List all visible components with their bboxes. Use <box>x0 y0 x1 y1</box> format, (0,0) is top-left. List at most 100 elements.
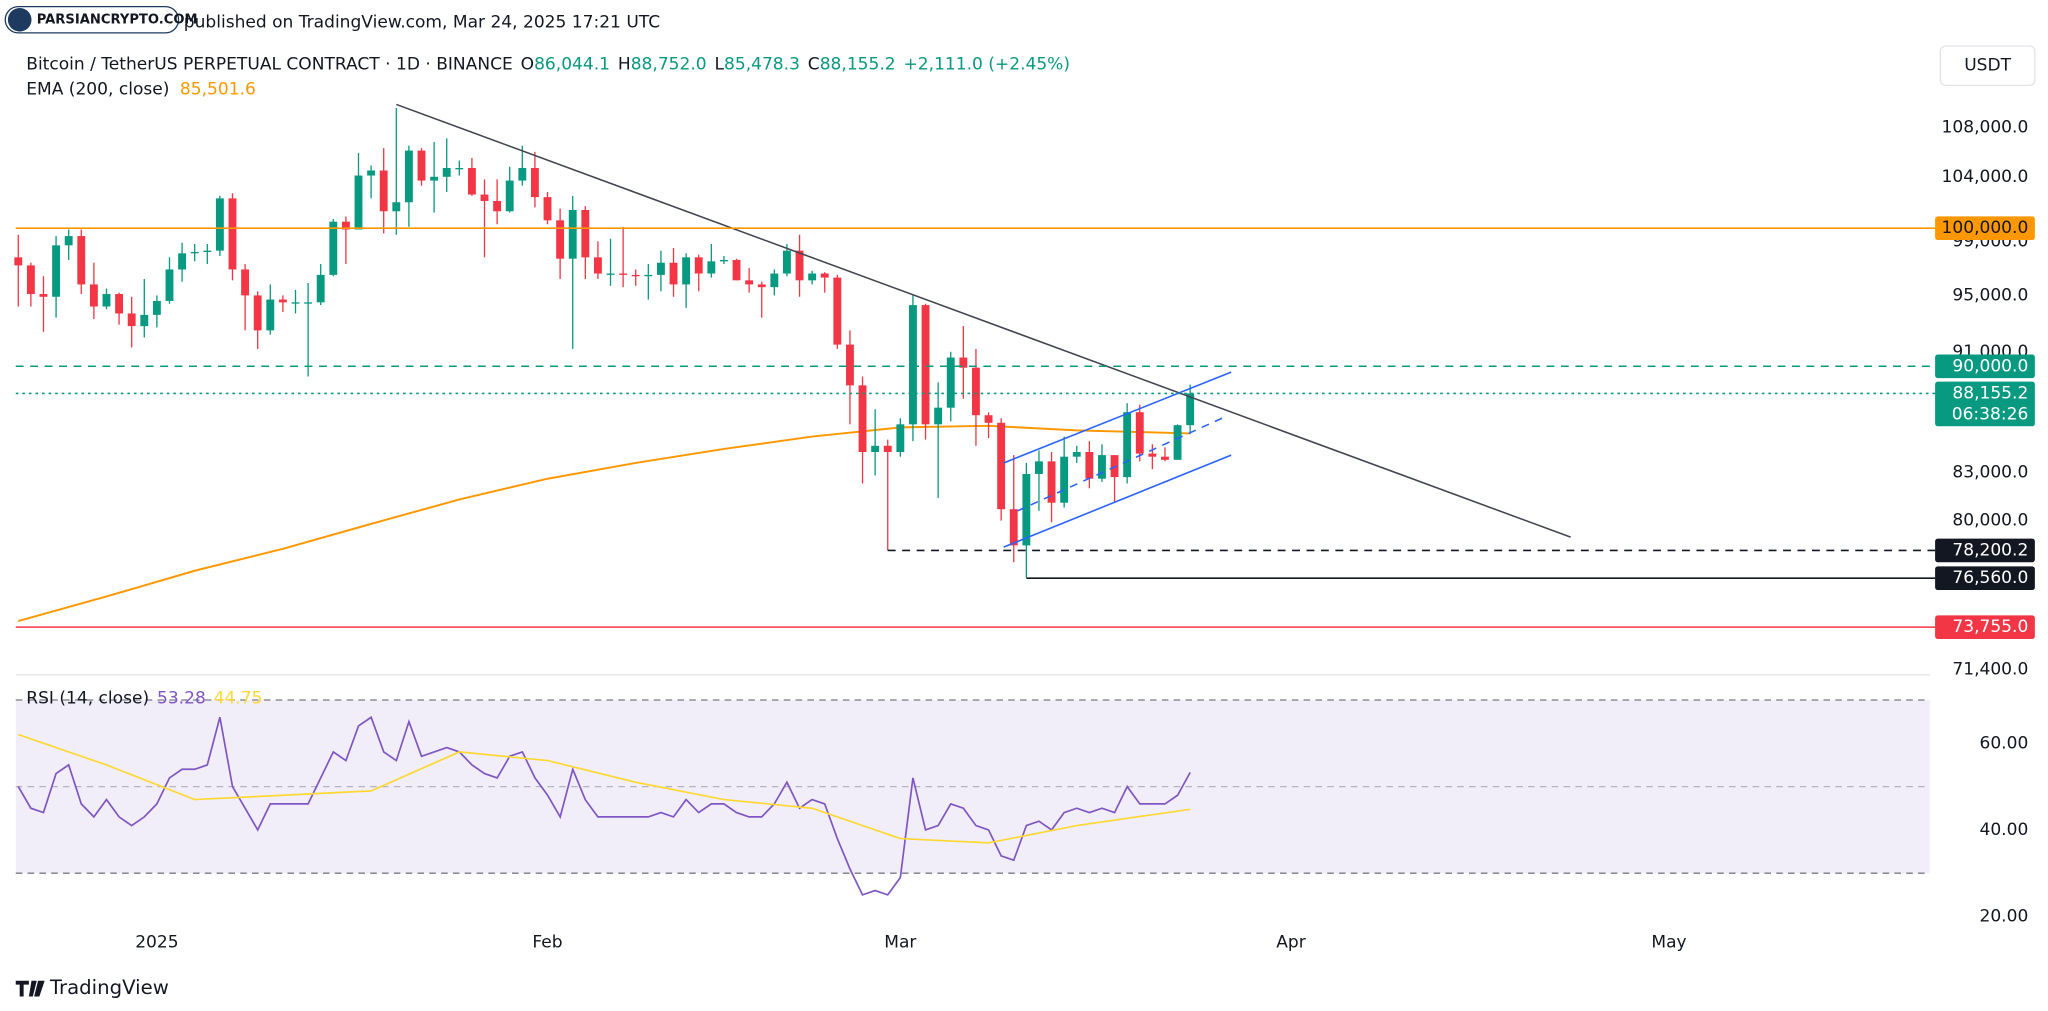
candle-body <box>770 273 779 288</box>
x-tick-label: Apr <box>1276 933 1306 953</box>
candle-body <box>795 250 804 281</box>
countdown-label: 06:38:26 <box>1952 404 2029 424</box>
candle-body <box>379 170 388 212</box>
x-tick-label: May <box>1651 933 1686 953</box>
x-tick-label: Mar <box>884 933 917 953</box>
level-price-box <box>1935 216 2035 241</box>
ohlc-value: 88,155.2 <box>820 54 896 74</box>
candle-body <box>556 220 565 259</box>
candle-body <box>14 257 23 266</box>
y-tick-label: 95,000.0 <box>1952 285 2028 305</box>
currency-box <box>1939 45 2036 87</box>
level-price-box <box>1935 615 2035 639</box>
candle-body <box>354 175 363 230</box>
candle-body <box>127 313 136 327</box>
candle-body <box>467 168 476 195</box>
candle-body <box>417 150 426 181</box>
candle-body <box>1035 461 1043 474</box>
candle-body <box>631 274 640 277</box>
candle-body <box>745 280 754 285</box>
candle-body <box>241 269 250 296</box>
rsi-line <box>17 715 1191 896</box>
candle-body <box>178 253 187 270</box>
candle-body <box>341 221 350 230</box>
candle-body <box>1173 425 1182 460</box>
candle-body <box>858 385 867 453</box>
candle-body <box>316 274 325 303</box>
candle-body <box>1148 453 1157 457</box>
candle-body <box>77 236 86 285</box>
ohlc-value: 85,478.3 <box>724 54 800 74</box>
candle-body <box>1060 456 1069 503</box>
candle-body <box>1085 452 1094 479</box>
candle-body <box>984 415 993 423</box>
candle-body <box>808 273 817 281</box>
logo-badge <box>4 5 180 34</box>
candle-body <box>543 197 552 221</box>
indicator-value: 85,501.6 <box>180 79 256 99</box>
y-tick-label: 20.00 <box>1979 907 2028 927</box>
candle-body <box>493 200 502 212</box>
candle-body <box>52 245 61 297</box>
candle-body <box>228 198 237 270</box>
candle-body <box>367 170 376 176</box>
candle-body <box>215 198 224 251</box>
price-change: +2,111.0 (+2.45%) <box>904 54 1071 74</box>
rsi-value: 53.28 <box>157 688 206 708</box>
candle-body <box>404 150 413 203</box>
rsi-title: RSI (14, close) <box>26 688 149 708</box>
candle-body <box>253 295 262 331</box>
logo-text: PARSIANCRYPTO.COM <box>37 12 198 27</box>
candle-body <box>203 250 212 252</box>
candle-body <box>1009 509 1018 546</box>
candle-body <box>505 180 514 212</box>
candle-body <box>997 422 1006 510</box>
y-tick-label: 83,000.0 <box>1952 462 2028 482</box>
level-price-box <box>1935 354 2035 379</box>
level-price-label: 88,155.2 <box>1952 383 2028 403</box>
candle-body <box>1135 412 1144 454</box>
ohlc-value: 88,752.0 <box>631 54 707 74</box>
candle-body <box>820 273 829 278</box>
footer-brand: TradingView <box>49 976 169 999</box>
candle-body <box>64 236 73 246</box>
candle-body <box>140 314 149 327</box>
candle-body <box>896 424 905 453</box>
level-price-label: 100,000.0 <box>1942 218 2029 238</box>
candle-body <box>480 194 489 201</box>
candle-body <box>606 273 615 275</box>
candle-body <box>682 257 691 285</box>
published: published on TradingView.com, Mar 24, 20… <box>184 12 660 32</box>
ohlc-value: 86,044.1 <box>534 54 610 74</box>
candle-body <box>165 269 174 301</box>
candle-body <box>26 265 35 295</box>
candle-body <box>1161 456 1169 460</box>
y-tick-label: 104,000.0 <box>1942 167 2029 187</box>
candle-body <box>266 299 275 331</box>
candle-body <box>707 261 716 274</box>
ohlc-key: L <box>715 54 725 74</box>
candle-body <box>694 257 703 274</box>
candle-body <box>1047 461 1056 503</box>
trend-line <box>1017 416 1226 512</box>
candle-body <box>39 294 48 297</box>
level-price-label: 76,560.0 <box>1952 568 2028 588</box>
level-price-label: 73,755.0 <box>1952 617 2028 637</box>
logo-icon <box>7 7 32 32</box>
candle-body <box>392 202 401 212</box>
indicator-name: EMA (200, close) <box>26 79 169 99</box>
trend-line <box>1003 454 1232 548</box>
ohlc-key: H <box>618 54 631 74</box>
y-tick-label: 60.00 <box>1979 733 2028 753</box>
level-price-box <box>1935 538 2035 563</box>
candle-body <box>846 344 854 386</box>
candle-body <box>934 407 943 425</box>
candle-body <box>593 257 602 274</box>
chart-title: Bitcoin / TetherUS PERPETUAL CONTRACT · … <box>26 54 513 74</box>
candle-body <box>568 209 577 259</box>
ohlc-key: O <box>521 54 534 74</box>
candle-body <box>909 305 917 425</box>
candle-body <box>442 168 451 177</box>
x-tick-label: Feb <box>532 933 562 953</box>
